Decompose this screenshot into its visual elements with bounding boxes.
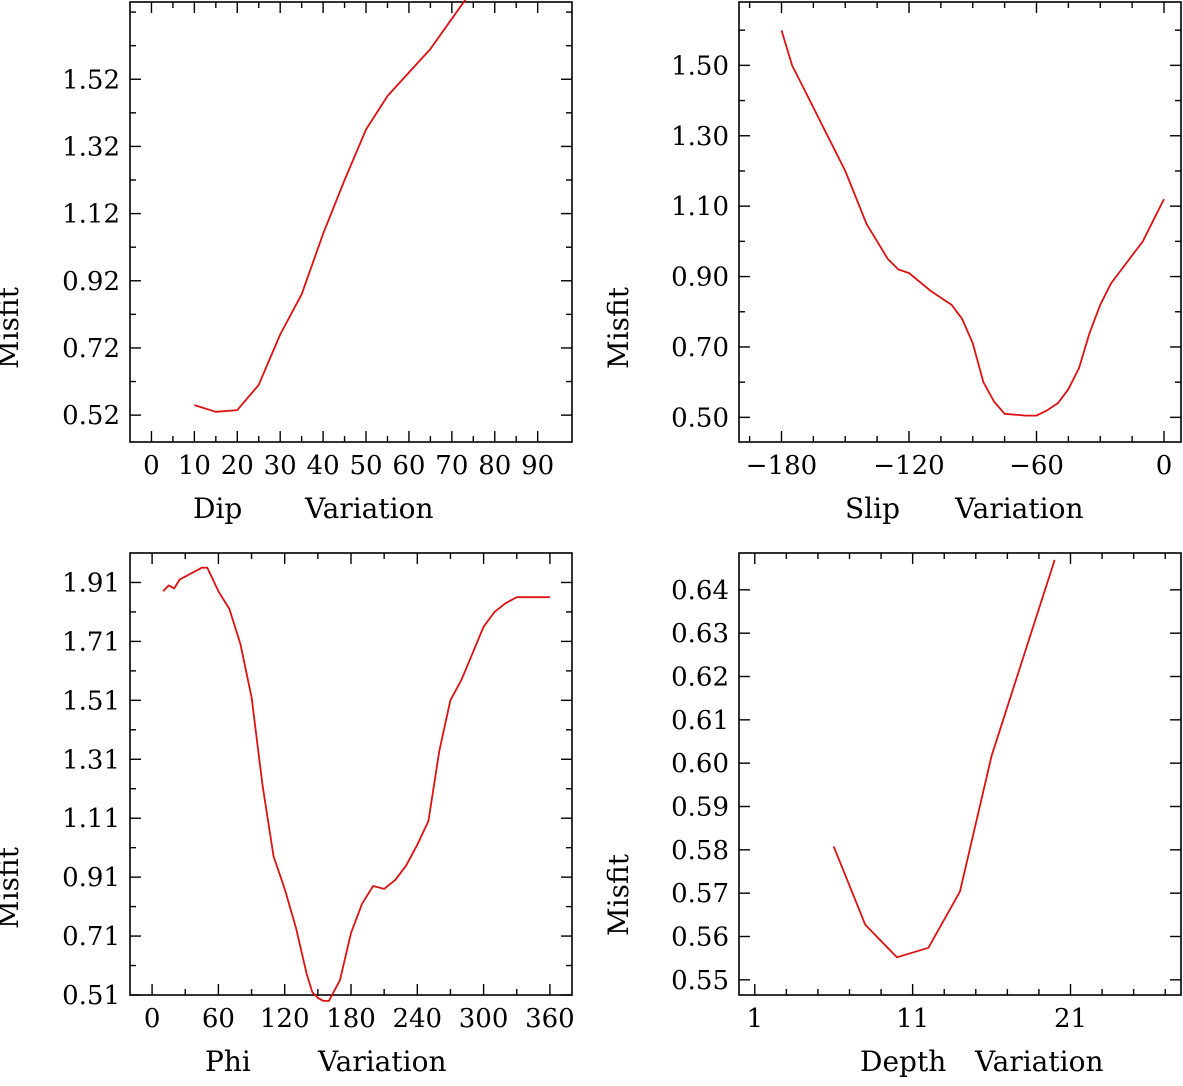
panel-4: 0.55 0.56 0.57 0.58 0.59 0.60 0.61 0.62 0.63 0.64… <box>602 552 1182 1078</box>
misfit-curve <box>780 29 1165 417</box>
x-tick-label: 50 <box>349 451 382 481</box>
x-tick-label: 180 <box>326 1004 376 1034</box>
x-tick-label: 300 <box>459 1004 509 1034</box>
plot-frame <box>129 552 573 996</box>
y-tick-label: 0.59 <box>671 793 729 823</box>
y-tick-label: 1.31 <box>62 745 120 775</box>
x-axis-title-word: Depth <box>860 1045 946 1078</box>
x-axis-title-word: Slip <box>845 492 900 525</box>
y-tick-label: 0.92 <box>62 267 120 297</box>
x-tick-label: 70 <box>435 451 468 481</box>
misfit-curve <box>162 566 550 1002</box>
x-tick-label: 240 <box>392 1004 442 1034</box>
x-axis-title-word: Dip <box>193 492 242 525</box>
misfit-curve <box>832 559 1056 959</box>
x-axis-title-word: Variation <box>304 492 433 525</box>
misfit-curve <box>194 0 467 413</box>
x-tick-label: 60 <box>392 451 425 481</box>
x-tick-label: 90 <box>521 451 554 481</box>
y-tick-label: 0.90 <box>671 263 729 293</box>
x-tick-label: 60 <box>202 1004 235 1034</box>
x-tick-label: 11 <box>896 1004 929 1034</box>
x-tick-label: −180 <box>746 451 817 481</box>
x-axis-title-word: Variation <box>954 492 1083 525</box>
plot-frame <box>738 1 1182 443</box>
y-axis-title: Misfit <box>602 853 635 936</box>
y-tick-label: 1.11 <box>62 804 120 834</box>
y-tick-label: 0.70 <box>671 333 729 363</box>
y-tick-label: 1.50 <box>671 51 729 81</box>
y-tick-label: 0.50 <box>671 403 729 433</box>
y-tick-label: 0.51 <box>62 981 120 1011</box>
y-tick-label: 0.60 <box>671 749 729 779</box>
x-tick-label: 21 <box>1054 1004 1087 1034</box>
panel-3: 0.51 0.71 0.91 1.11 1.31 1.51 1.71 1.91 0 60 120 18… <box>0 552 575 1078</box>
x-tick-label: 120 <box>260 1004 310 1034</box>
y-tick-label: 1.32 <box>62 132 120 162</box>
x-tick-label: 80 <box>478 451 511 481</box>
y-tick-label: 1.30 <box>671 122 729 152</box>
x-tick-label: 0 <box>144 1004 161 1034</box>
y-axis-title: Misfit <box>0 286 25 369</box>
x-tick-label: −120 <box>873 451 944 481</box>
y-tick-label: 0.57 <box>671 879 729 909</box>
panel-2: 0.50 0.70 0.90 1.10 1.30 1.50 −180 −120 −60 0 Slip… <box>602 1 1182 525</box>
y-tick-label: 1.51 <box>62 686 120 716</box>
y-tick-label: 0.52 <box>62 401 120 431</box>
y-tick-label: 1.71 <box>62 627 120 657</box>
x-axis-title-word: Variation <box>317 1045 446 1078</box>
y-tick-label: 0.64 <box>671 576 729 606</box>
y-tick-label: 0.63 <box>671 619 729 649</box>
x-tick-label: 0 <box>143 451 160 481</box>
y-tick-label: 0.72 <box>62 334 120 364</box>
x-tick-label: 1 <box>747 1004 764 1034</box>
y-tick-label: 1.10 <box>671 192 729 222</box>
y-tick-label: 0.55 <box>671 966 729 996</box>
x-tick-label: −60 <box>1009 451 1064 481</box>
x-tick-label: 20 <box>221 451 254 481</box>
y-tick-label: 0.62 <box>671 663 729 693</box>
x-tick-label: 10 <box>178 451 211 481</box>
x-tick-label: 40 <box>307 451 340 481</box>
y-tick-label: 0.58 <box>671 836 729 866</box>
y-tick-label: 0.91 <box>62 863 120 893</box>
y-tick-label: 0.71 <box>62 922 120 952</box>
y-tick-label: 0.61 <box>671 706 729 736</box>
y-tick-label: 1.12 <box>62 200 120 230</box>
y-axis-title: Misfit <box>602 286 635 369</box>
plot-frame <box>738 552 1182 996</box>
panel-1: 0.52 0.72 0.92 1.12 1.32 1.52 0 10 20 30 40 50 60 70 8… <box>0 0 573 525</box>
y-tick-label: 1.91 <box>62 568 120 598</box>
y-tick-label: 0.56 <box>671 923 729 953</box>
y-tick-label: 1.52 <box>62 65 120 95</box>
x-tick-label: 0 <box>1156 451 1173 481</box>
x-tick-label: 360 <box>525 1004 575 1034</box>
x-axis-title-word: Variation <box>974 1045 1103 1078</box>
y-axis-title: Misfit <box>0 846 25 929</box>
plot-frame <box>129 1 573 443</box>
x-axis-title-word: Phi <box>205 1045 251 1078</box>
x-tick-label: 30 <box>264 451 297 481</box>
